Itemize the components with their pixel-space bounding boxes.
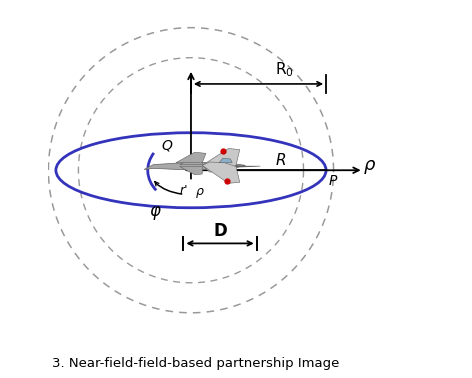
Polygon shape [202,162,240,183]
Polygon shape [219,158,232,163]
Polygon shape [232,165,261,167]
Polygon shape [176,152,206,163]
Text: $\varphi$: $\varphi$ [149,204,162,222]
Text: 3. Near-field-field-based partnership Image: 3. Near-field-field-based partnership Im… [52,357,339,370]
Text: r': r' [179,184,188,197]
Text: R: R [276,153,287,168]
Polygon shape [202,149,240,172]
Polygon shape [180,166,202,175]
Text: P: P [329,174,337,188]
Polygon shape [144,162,245,170]
Polygon shape [180,157,202,164]
Text: Q: Q [161,139,172,153]
Text: D: D [213,222,227,240]
Text: $\rho$: $\rho$ [195,186,205,200]
Text: R$_0$: R$_0$ [275,60,294,79]
Text: $\rho$: $\rho$ [362,158,376,176]
